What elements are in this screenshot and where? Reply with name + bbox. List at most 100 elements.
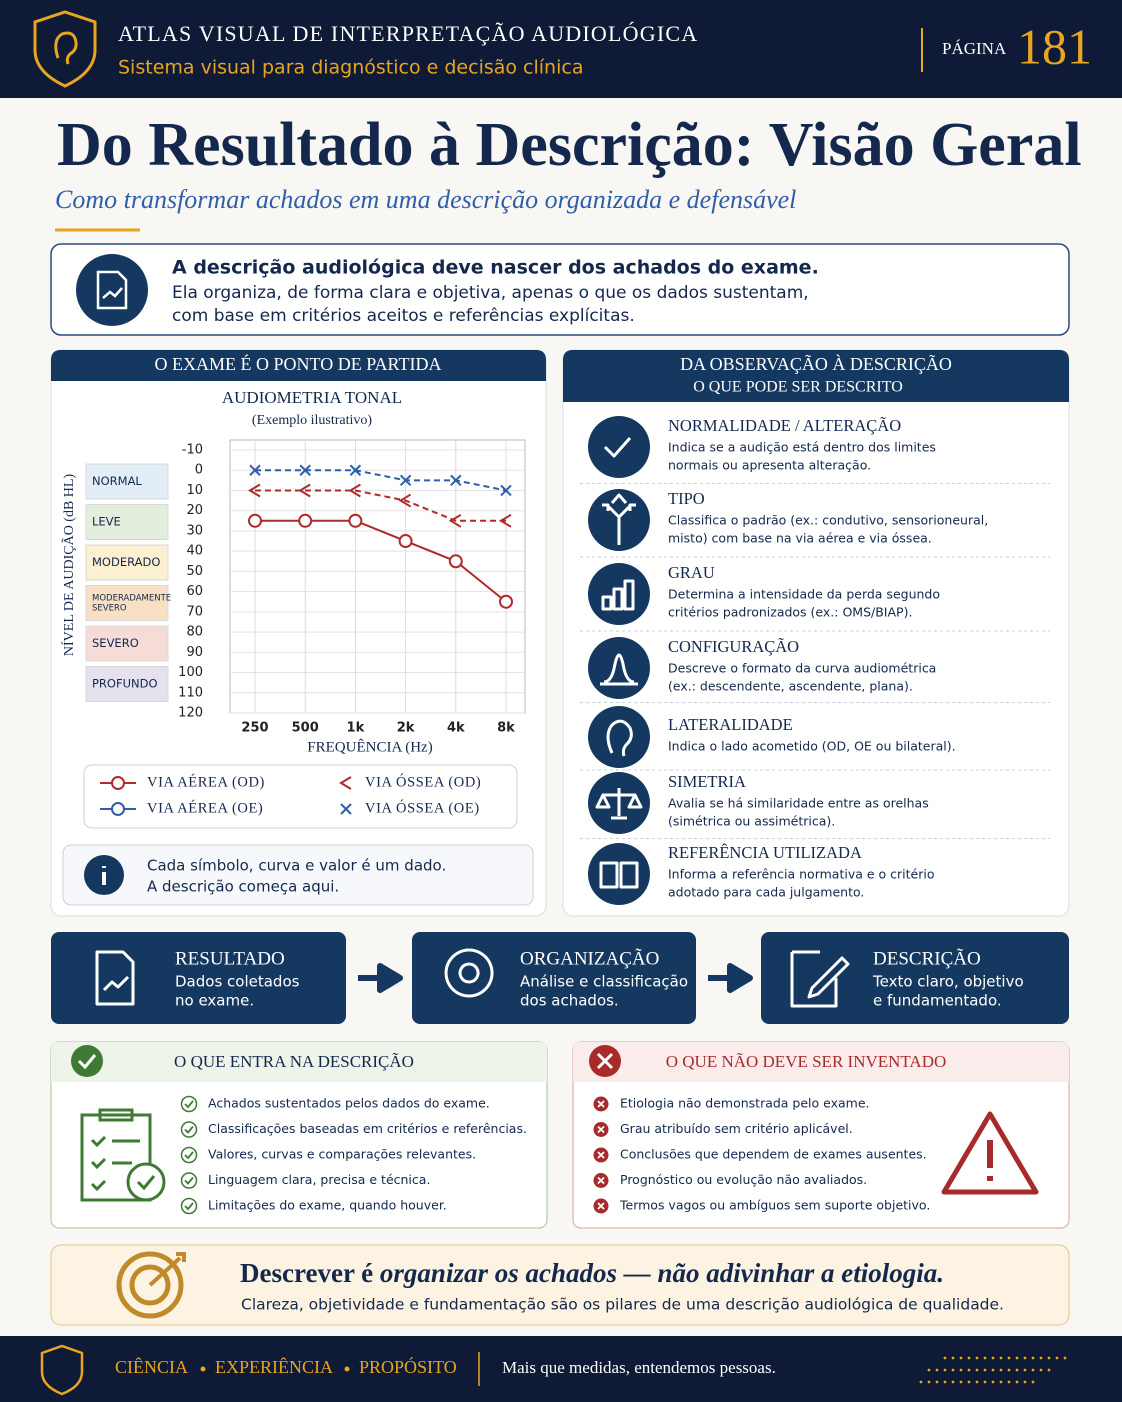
marker	[111, 776, 125, 790]
clipboard-check	[126, 1162, 166, 1202]
flow-title: RESULTADO	[175, 948, 285, 969]
flow-icon	[95, 950, 135, 1006]
dot	[959, 1368, 963, 1372]
dot	[975, 1368, 979, 1372]
flow-text: Análise e classificação	[520, 973, 688, 991]
dot	[967, 1368, 971, 1372]
item-title: CONFIGURAÇÃO	[668, 637, 799, 656]
item-text: Determina a intensidade da perda segundo	[668, 587, 940, 602]
x-glyph	[597, 1125, 605, 1134]
flow-icon	[790, 950, 850, 1008]
marker	[500, 484, 512, 497]
item-icon-glyph	[600, 653, 638, 686]
check-icon	[180, 1095, 198, 1113]
marker	[349, 464, 362, 476]
severity-label: MODERADO	[92, 555, 160, 569]
marker	[448, 554, 463, 569]
intro-line: Ela organiza, de forma clara e objetiva,…	[172, 283, 809, 303]
y-tick-label: 90	[186, 645, 203, 660]
exclude-header	[573, 1042, 1069, 1082]
dot	[1015, 1356, 1019, 1360]
marker	[398, 493, 412, 508]
y-tick-label: 40	[186, 544, 203, 559]
legend-label: VIA ÓSSEA (OE)	[365, 799, 480, 816]
marker	[298, 483, 311, 498]
severity-label: PROFUNDO	[92, 677, 158, 691]
marker	[340, 803, 352, 815]
y-tick-label: 0	[195, 463, 203, 478]
include-header	[51, 1042, 547, 1082]
dot	[943, 1380, 947, 1384]
dot	[1015, 1380, 1019, 1384]
severity-band	[85, 625, 169, 662]
dot	[1039, 1368, 1043, 1372]
target-ring	[129, 1264, 171, 1306]
dot	[927, 1380, 931, 1384]
intro-icon-glyph	[96, 270, 128, 310]
include-icon-glyph	[77, 1054, 97, 1070]
exclude-items: Etiologia não demonstrada pelo exame. Gra…	[593, 1096, 930, 1214]
conclusion-plain: Descrever é	[240, 1258, 380, 1288]
clipboard-check-glyph	[136, 1175, 156, 1191]
y-tick-label: 80	[186, 625, 203, 640]
dot	[951, 1368, 955, 1372]
dot	[967, 1356, 971, 1360]
item-icon	[588, 843, 650, 905]
y-tick-label: 10	[186, 483, 203, 498]
item-text: misto) com base na via aérea e via óssea…	[668, 531, 932, 546]
exclude-icon-glyph	[596, 1052, 614, 1070]
legend-items: VIA AÉREA (OD) VIA AÉREA (OE) VIA ÓSSEA (O…	[100, 773, 481, 816]
footer-dots	[919, 1356, 1067, 1384]
y-tick-label: 120	[178, 706, 203, 721]
check-icon	[180, 1121, 198, 1138]
y-tick-label: 30	[186, 523, 203, 538]
item-icon	[588, 563, 650, 625]
marker	[450, 474, 462, 487]
dot	[1047, 1368, 1051, 1372]
item-title: NORMALIDADE / ALTERAÇÃO	[668, 416, 901, 435]
dot	[1039, 1356, 1043, 1360]
list-item: Etiologia não demonstrada pelo exame.	[620, 1096, 870, 1111]
flow-text: Dados coletados	[175, 973, 300, 991]
check-glyph	[184, 1100, 194, 1109]
footer-bar	[0, 1336, 1122, 1402]
flow-text: Texto claro, objetivo	[872, 973, 1024, 991]
footer-value: EXPERIÊNCIA	[215, 1356, 333, 1377]
severity-band	[85, 666, 169, 702]
marker	[499, 513, 512, 528]
x-tick-label: 250	[241, 721, 268, 736]
dot	[935, 1380, 939, 1384]
list-item: Linguagem clara, precisa e técnica.	[208, 1172, 430, 1187]
item-text: Indica o lado acometido (OD, OE ou bilat…	[668, 739, 956, 754]
dot	[983, 1368, 987, 1372]
footer-value: CIÊNCIA	[115, 1356, 188, 1377]
exclude-heading: O QUE NÃO DEVE SER INVENTADO	[666, 1052, 947, 1071]
severity-band	[85, 504, 169, 540]
legend-label: VIA AÉREA (OD)	[147, 773, 265, 790]
y-tick-label: 20	[186, 503, 203, 518]
marker	[448, 513, 462, 528]
page-number: 181	[1017, 18, 1092, 74]
separator	[200, 1366, 206, 1372]
check-icon	[180, 1172, 198, 1189]
check-glyph	[184, 1202, 194, 1211]
marker	[399, 474, 412, 487]
item-icon	[588, 706, 650, 768]
item-text: Informa a referência normativa e o crité…	[668, 867, 934, 882]
description-panel-header	[563, 350, 1069, 402]
check-glyph	[184, 1125, 194, 1134]
header-bar	[0, 0, 1122, 98]
y-tick-label: 60	[186, 584, 203, 599]
conclusion-emphasis: organizar os achados — não adivinhar a e…	[380, 1258, 944, 1288]
item-text: Avalia se há similaridade entre as orelh…	[668, 796, 929, 811]
severity-band	[85, 544, 169, 581]
include-items: Achados sustentados pelos dados do exame…	[180, 1095, 527, 1215]
item-icon-glyph	[603, 437, 632, 458]
footer-value: PROPÓSITO	[359, 1356, 457, 1377]
intro-line: com base em critérios aceitos e referênc…	[172, 306, 635, 326]
dot	[983, 1380, 987, 1384]
item-text: Indica se a audição está dentro dos limi…	[668, 440, 936, 455]
item-icon-glyph	[599, 861, 639, 889]
dot	[943, 1368, 947, 1372]
